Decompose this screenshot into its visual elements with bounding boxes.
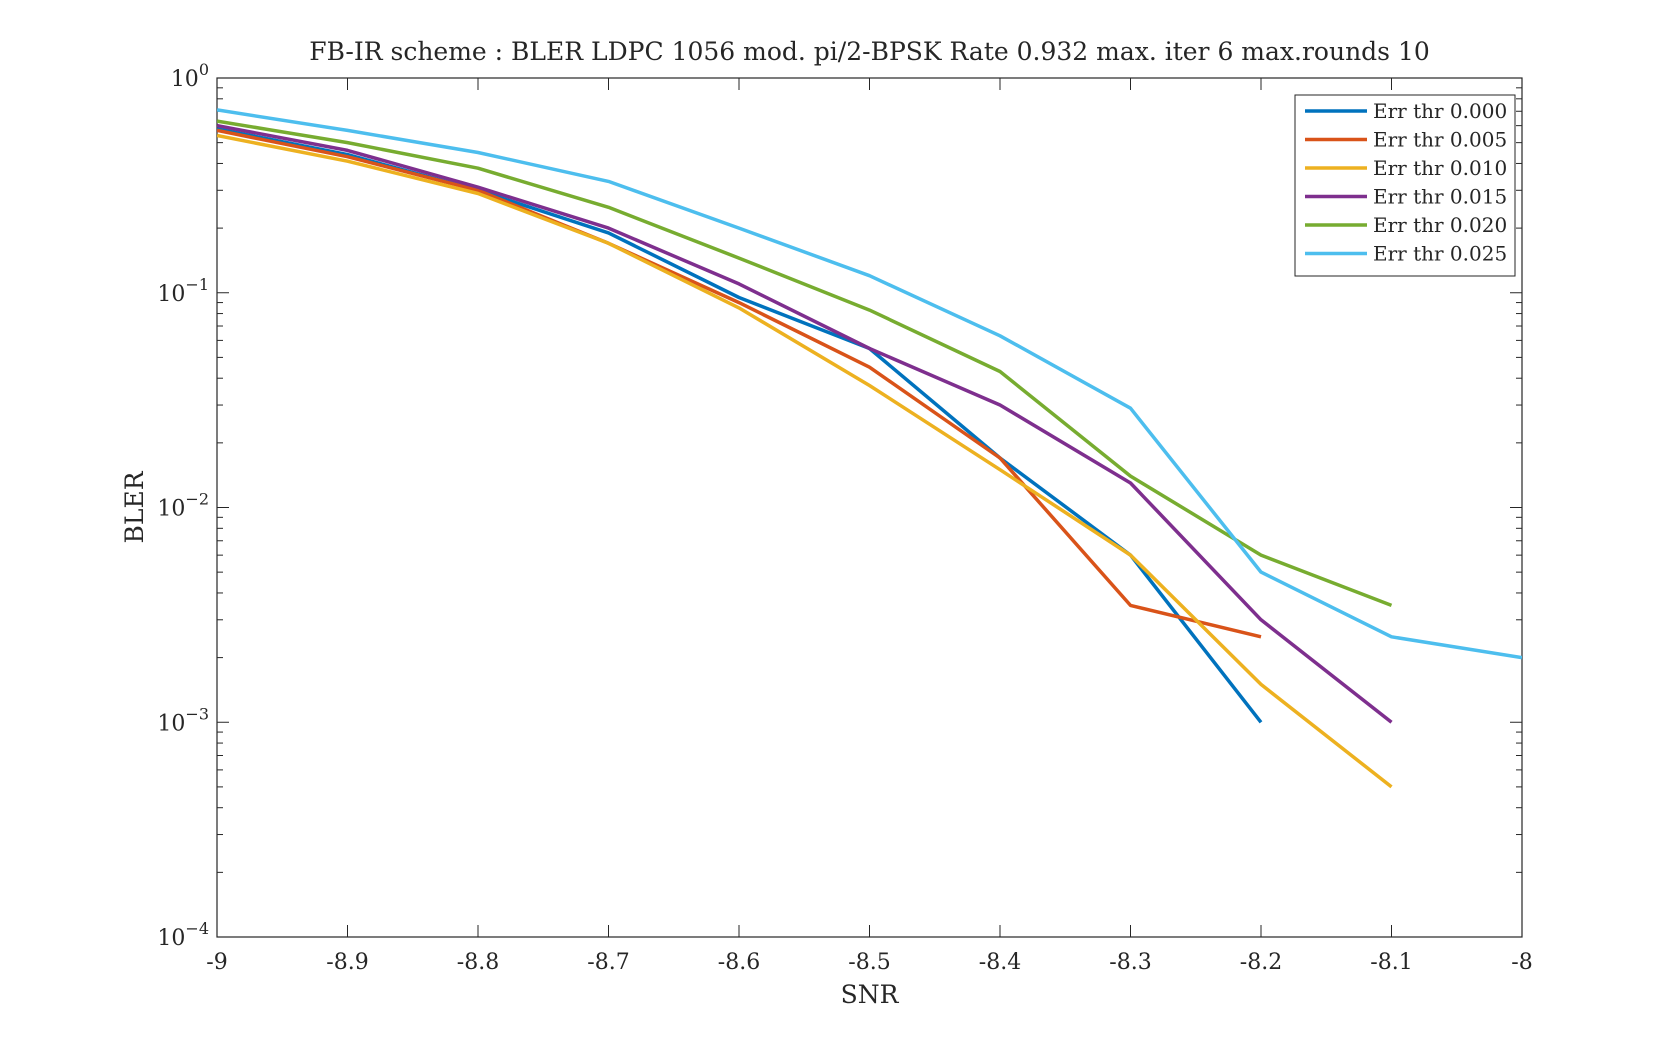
legend-label-1: Err thr 0.005 [1373,128,1507,152]
y-tick-label-exponent: −2 [185,490,209,509]
y-tick-label-exponent: 0 [199,60,209,79]
legend: Err thr 0.000 Err thr 0.005 Err thr 0.010 E… [1294,94,1516,277]
x-tick-label: -8.5 [848,950,890,975]
x-tick-label: -9 [206,950,227,975]
y-tick-label-exponent: −3 [185,704,209,723]
x-tick-label: -8.9 [326,950,368,975]
legend-label-3: Err thr 0.015 [1373,185,1507,209]
y-tick-label-exponent: −1 [185,275,209,294]
x-tick-label: -8 [1511,950,1532,975]
y-axis-label: BLER [120,470,149,543]
legend-label-4: Err thr 0.020 [1373,213,1507,237]
x-axis-label: SNR [841,980,900,1009]
series-lines [217,108,1522,789]
y-tick-label-base: 10 [157,711,185,736]
y-tick-label-base: 10 [157,497,185,522]
y-tick-label-base: 10 [171,67,199,92]
series-line-2 [217,133,1393,789]
legend-label-2: Err thr 0.010 [1373,156,1507,180]
legend-label-5: Err thr 0.025 [1373,242,1507,266]
y-tick-label: 10−3 [157,704,209,736]
x-tick-label: -8.4 [979,950,1021,975]
x-tick-label: -8.6 [718,950,760,975]
y-tick-label-base: 10 [157,282,185,307]
legend-box [1294,94,1516,277]
x-tick-label: -8.7 [587,950,629,975]
x-tick-label: -8.2 [1240,950,1282,975]
series-line-3 [217,123,1393,724]
y-tick-label: 10−4 [157,919,209,951]
legend-label-0: Err thr 0.000 [1373,99,1507,123]
y-tick-label: 10−2 [157,490,209,522]
x-tick-label: -8.8 [457,950,499,975]
y-tick-label-exponent: −4 [185,919,209,938]
x-tick-label: -8.1 [1370,950,1412,975]
x-tick-label: -8.3 [1109,950,1151,975]
series-line-1 [217,128,1262,639]
series-line-5 [217,108,1522,660]
y-tick-label-base: 10 [157,926,185,951]
y-tick-label: 10−1 [157,275,209,307]
y-tick-label: 100 [171,60,209,92]
series-line-4 [217,119,1393,608]
chart-title: FB-IR scheme : BLER LDPC 1056 mod. pi/2-… [309,37,1430,66]
